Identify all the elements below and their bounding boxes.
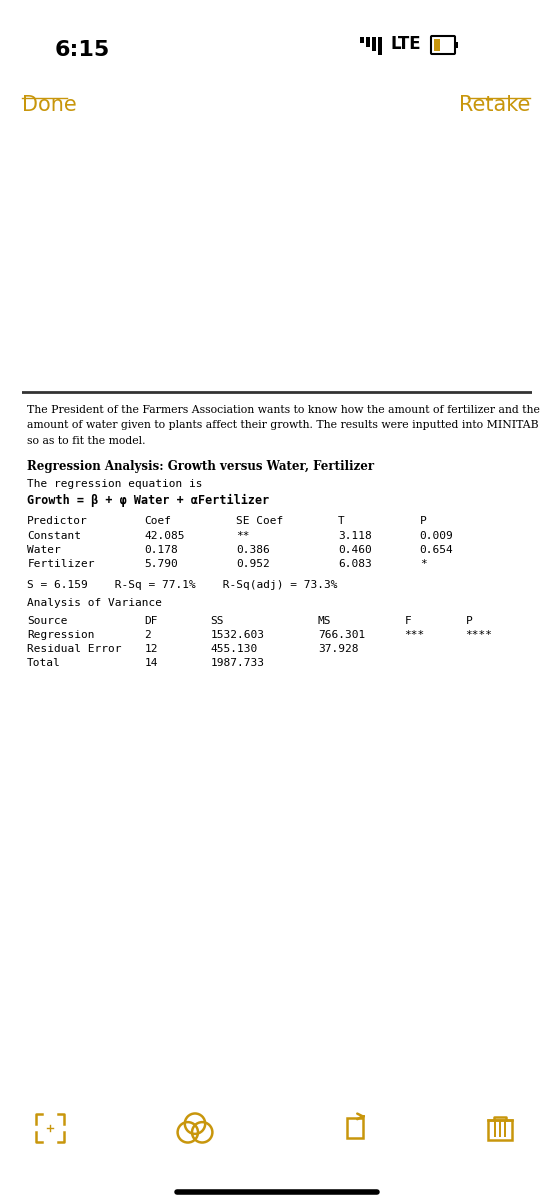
Text: 0.952: 0.952 bbox=[236, 559, 270, 569]
Text: Regression: Regression bbox=[27, 630, 95, 641]
Text: 766.301: 766.301 bbox=[318, 630, 365, 641]
Text: *: * bbox=[420, 559, 427, 569]
Text: SS: SS bbox=[211, 616, 224, 625]
Text: 6:15: 6:15 bbox=[55, 40, 110, 60]
Bar bbox=[372, 37, 376, 50]
Text: LTE: LTE bbox=[390, 35, 420, 53]
Bar bbox=[347, 1118, 363, 1138]
Text: Fertilizer: Fertilizer bbox=[27, 559, 95, 569]
Text: 0.460: 0.460 bbox=[338, 545, 372, 556]
Text: 5.790: 5.790 bbox=[145, 559, 178, 569]
Text: 0.178: 0.178 bbox=[145, 545, 178, 556]
Text: 42.085: 42.085 bbox=[145, 532, 185, 541]
Text: 12: 12 bbox=[145, 644, 158, 654]
Text: so as to fit the model.: so as to fit the model. bbox=[27, 436, 146, 446]
Text: 3.118: 3.118 bbox=[338, 532, 372, 541]
Bar bbox=[488, 1120, 512, 1140]
Bar bbox=[360, 37, 364, 43]
Text: amount of water given to plants affect their growth. The results were inputted i: amount of water given to plants affect t… bbox=[27, 420, 538, 431]
Text: P: P bbox=[465, 616, 473, 625]
Bar bbox=[455, 42, 458, 48]
Text: Predictor: Predictor bbox=[27, 516, 88, 526]
Text: The President of the Farmers Association wants to know how the amount of fertili: The President of the Farmers Association… bbox=[27, 404, 540, 415]
Text: 455.130: 455.130 bbox=[211, 644, 258, 654]
Bar bbox=[366, 37, 370, 47]
Text: Constant: Constant bbox=[27, 532, 81, 541]
Text: Residual Error: Residual Error bbox=[27, 644, 122, 654]
Text: MS: MS bbox=[318, 616, 331, 625]
Text: 1987.733: 1987.733 bbox=[211, 658, 265, 668]
Text: 14: 14 bbox=[145, 658, 158, 668]
Text: 0.009: 0.009 bbox=[420, 532, 454, 541]
Bar bbox=[434, 38, 440, 50]
Text: 0.654: 0.654 bbox=[420, 545, 454, 556]
Text: ***: *** bbox=[404, 630, 425, 641]
Text: Water: Water bbox=[27, 545, 61, 556]
Text: SE Coef: SE Coef bbox=[236, 516, 284, 526]
Text: F: F bbox=[404, 616, 411, 625]
Text: ****: **** bbox=[465, 630, 493, 641]
Text: Growth = β + φ Water + αFertilizer: Growth = β + φ Water + αFertilizer bbox=[27, 494, 269, 508]
Text: P: P bbox=[420, 516, 427, 526]
Text: Analysis of Variance: Analysis of Variance bbox=[27, 598, 162, 608]
Text: 37.928: 37.928 bbox=[318, 644, 358, 654]
Text: The regression equation is: The regression equation is bbox=[27, 479, 203, 490]
Text: T: T bbox=[338, 516, 345, 526]
Bar bbox=[378, 37, 382, 55]
Text: DF: DF bbox=[145, 616, 158, 625]
Text: Total: Total bbox=[27, 658, 61, 668]
Text: Retake: Retake bbox=[459, 95, 530, 115]
Text: 2: 2 bbox=[145, 630, 151, 641]
Text: 6.083: 6.083 bbox=[338, 559, 372, 569]
Text: Coef: Coef bbox=[145, 516, 172, 526]
Text: Regression Analysis: Growth versus Water, Fertilizer: Regression Analysis: Growth versus Water… bbox=[27, 460, 375, 473]
Text: **: ** bbox=[236, 532, 250, 541]
Text: 0.386: 0.386 bbox=[236, 545, 270, 556]
Text: 1532.603: 1532.603 bbox=[211, 630, 265, 641]
Text: Source: Source bbox=[27, 616, 68, 625]
Text: Done: Done bbox=[22, 95, 77, 115]
Text: S = 6.159    R-Sq = 77.1%    R-Sq(adj) = 73.3%: S = 6.159 R-Sq = 77.1% R-Sq(adj) = 73.3% bbox=[27, 581, 338, 590]
